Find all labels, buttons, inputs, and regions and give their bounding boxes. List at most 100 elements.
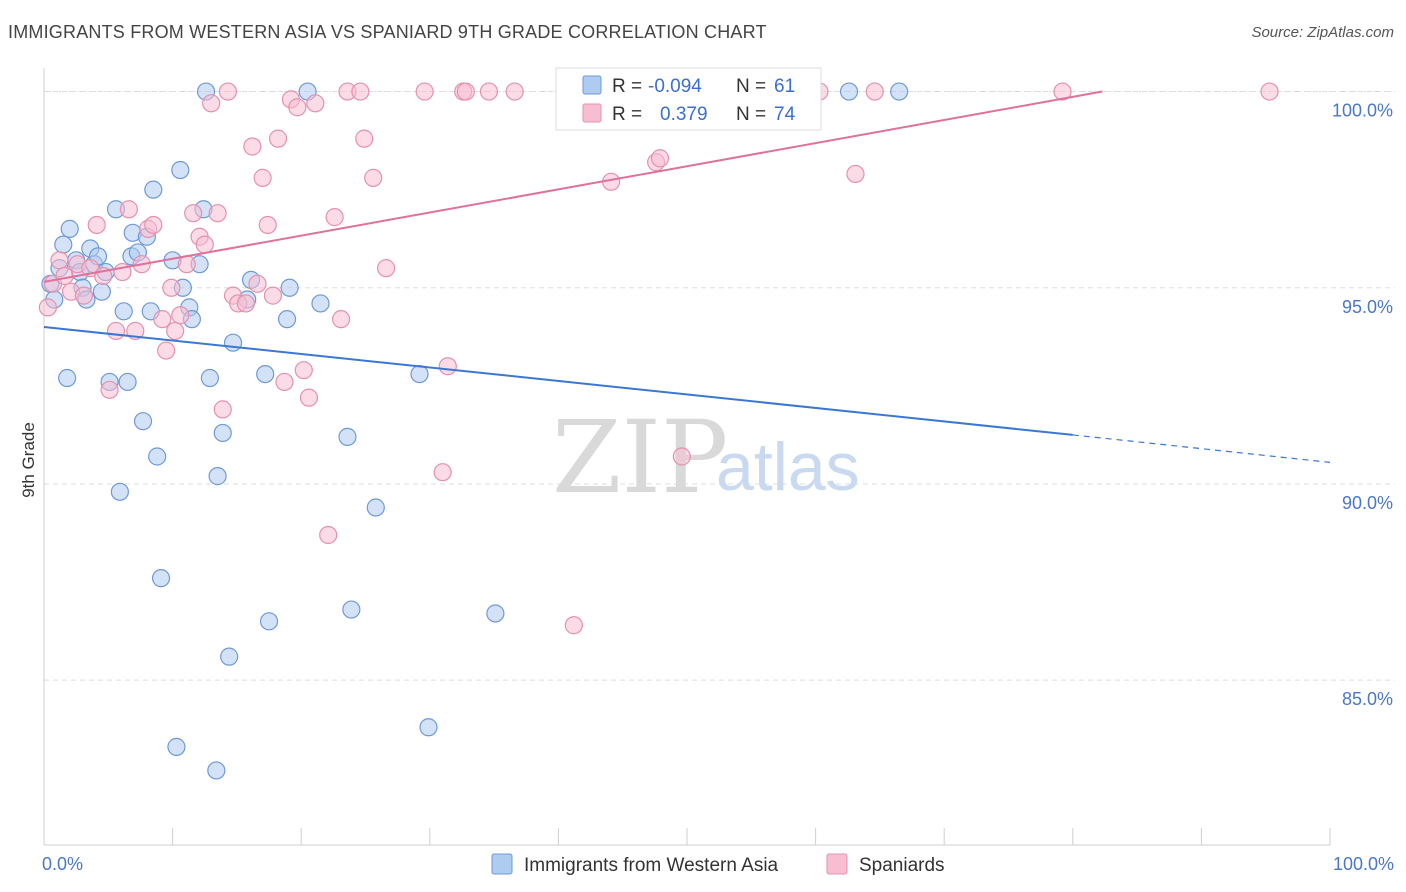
y-tick-label-85: 85.0% (1342, 689, 1393, 709)
y-axis-title: 9th Grade (19, 422, 38, 498)
spaniards-point-38 (263, 286, 283, 305)
immigrants-point-28 (151, 569, 171, 588)
spaniards-point-40 (275, 372, 294, 392)
x-ticks (43, 828, 1331, 845)
immigrants-point-23 (133, 412, 153, 431)
trend-lines (43, 90, 1331, 463)
spaniards-point-2 (50, 251, 69, 270)
immigrants-point-46 (256, 364, 275, 384)
legend-r-value-1: 0.379 (660, 104, 708, 125)
legend-swatch-blue (582, 75, 602, 95)
immigrants-trend-line (43, 326, 1073, 436)
legend-n-label-0: N = (736, 76, 766, 97)
spaniards-point-43 (294, 361, 313, 380)
legend-swatch-pink (582, 103, 602, 123)
spaniards-point-37 (258, 215, 277, 235)
spaniards-point-44 (299, 388, 319, 407)
legend-r-value-0: -0.094 (648, 76, 702, 97)
immigrants-point-31 (171, 160, 190, 180)
x-tick-label-1: 100.0% (1333, 854, 1394, 874)
spaniards-point-73 (1260, 82, 1279, 101)
spaniards-point-24 (184, 204, 203, 223)
series-spaniards-points (38, 82, 1279, 635)
bottom-legend-label-immigrants: Immigrants from Western Asia (524, 855, 779, 876)
spaniards-point-22 (171, 306, 190, 325)
spaniards-point-27 (202, 94, 221, 113)
spaniards-point-33 (236, 294, 256, 313)
immigrants-point-4 (58, 368, 77, 388)
spaniards-point-72 (1053, 82, 1072, 101)
immigrants-point-19 (118, 372, 137, 392)
spaniards-point-60 (505, 82, 524, 101)
legend-n-label-1: N = (736, 104, 766, 125)
bottom-legend-swatch-pink (826, 853, 848, 875)
y-tick-label-90: 90.0% (1342, 493, 1393, 513)
immigrants-point-13 (92, 282, 111, 301)
spaniards-point-59 (479, 82, 499, 101)
spaniards-point-66 (672, 447, 691, 466)
immigrants-point-60 (890, 82, 909, 101)
spaniards-point-56 (438, 357, 457, 376)
spaniards-point-35 (248, 274, 267, 293)
spaniards-point-46 (319, 525, 338, 545)
spaniards-point-58 (456, 82, 475, 101)
spaniards-point-29 (213, 400, 232, 419)
immigrants-point-48 (277, 310, 297, 329)
spaniards-point-11 (106, 321, 126, 341)
spaniards-point-39 (268, 129, 288, 148)
spaniards-point-42 (288, 98, 307, 117)
immigrants-point-38 (200, 368, 219, 388)
grid-lines (44, 91, 1395, 681)
watermark-atlas: atlas (716, 429, 860, 505)
chart-title: IMMIGRANTS FROM WESTERN ASIA VS SPANIARD… (8, 22, 767, 42)
spaniards-point-65 (650, 149, 670, 168)
immigrants-point-43 (223, 333, 243, 352)
spaniards-point-8 (87, 215, 106, 235)
immigrants-point-53 (342, 600, 361, 619)
spaniards-point-55 (433, 463, 452, 482)
spaniards-point-51 (355, 129, 374, 148)
spaniards-point-52 (364, 168, 383, 187)
spaniards-point-30 (218, 82, 237, 101)
spaniards-point-53 (376, 259, 396, 278)
bottom-legend-swatch-blue (491, 853, 513, 875)
immigrants-point-42 (220, 647, 239, 666)
y-tick-labels: 85.0% 90.0% 95.0% 100.0% (1332, 101, 1393, 710)
immigrants-point-54 (366, 498, 385, 517)
legend: R = -0.094 N = 61 R = 0.379 N = 74 (555, 67, 822, 131)
spaniards-point-20 (162, 278, 181, 297)
watermark-zip: ZIP (552, 399, 728, 516)
spaniards-point-10 (100, 380, 119, 399)
spaniards-point-47 (325, 208, 344, 227)
spaniards-point-71 (865, 82, 884, 101)
immigrants-point-40 (208, 467, 227, 486)
spaniards-point-54 (415, 82, 434, 101)
immigrants-point-5 (60, 219, 79, 238)
y-tick-label-95: 95.0% (1342, 297, 1393, 317)
spaniards-point-17 (144, 215, 163, 235)
spaniards-point-19 (157, 341, 176, 360)
immigrants-point-18 (114, 302, 133, 321)
immigrants-point-27 (148, 447, 167, 466)
immigrants-point-51 (311, 294, 330, 313)
immigrants-point-56 (419, 718, 438, 737)
spaniards-point-18 (153, 310, 172, 329)
spaniards-point-70 (846, 164, 865, 184)
immigrants-point-30 (167, 737, 186, 756)
spaniards-point-0 (38, 298, 57, 317)
legend-n-value-0: 61 (774, 76, 795, 97)
legend-r-label-0: R = (612, 76, 642, 97)
spaniards-point-61 (564, 616, 583, 635)
x-tick-label-0: 0.0% (42, 854, 83, 874)
immigrants-point-57 (486, 604, 505, 623)
spaniards-point-34 (243, 137, 262, 156)
spaniards-point-48 (331, 310, 351, 329)
legend-r-label-1: R = (612, 104, 642, 125)
bottom-legend-label-spaniards: Spaniards (859, 855, 945, 876)
spaniards-point-36 (253, 168, 272, 187)
immigrants-trend-line-extension (1072, 434, 1331, 463)
immigrants-point-59 (839, 82, 859, 101)
immigrants-point-49 (280, 278, 299, 297)
immigrants-point-17 (110, 482, 129, 501)
